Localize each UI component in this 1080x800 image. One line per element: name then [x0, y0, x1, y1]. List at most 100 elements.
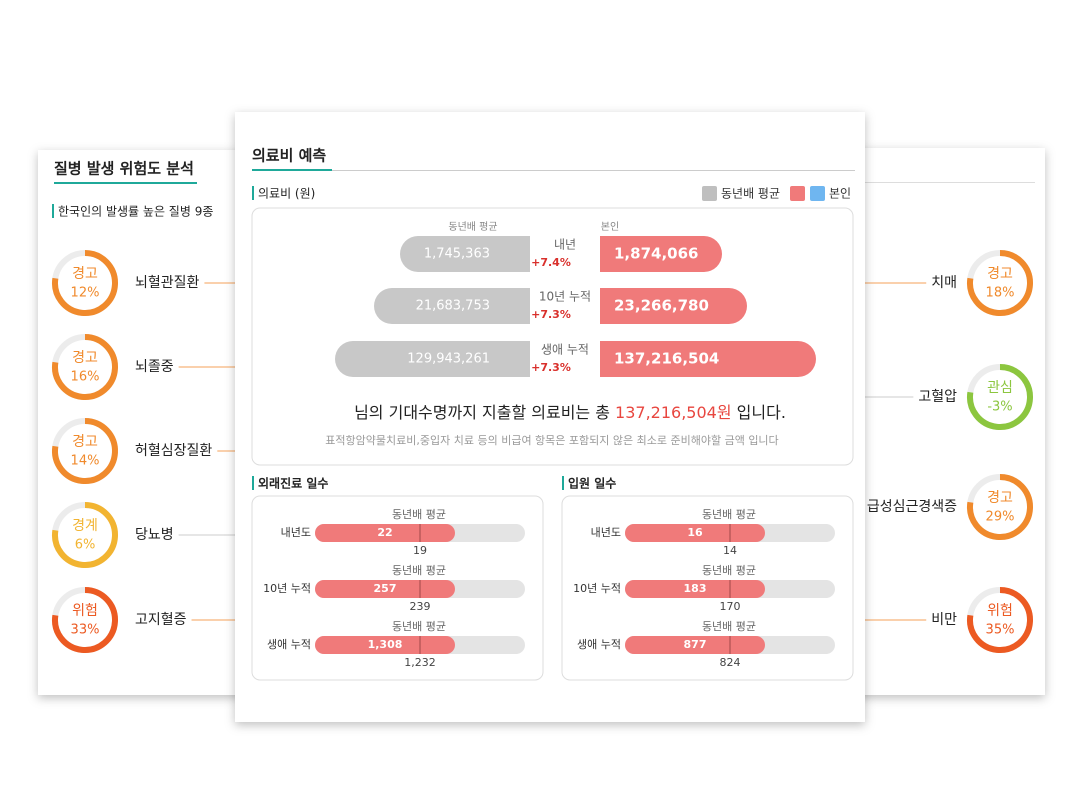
summary-prefix: 님의 기대수명까지 지출할 의료비는 총	[354, 403, 610, 422]
risk-level: 경계	[72, 518, 98, 534]
ring-arc	[52, 250, 118, 316]
risk-level: 경고	[72, 350, 98, 366]
section-marker	[562, 476, 564, 490]
days-average: 1,232	[404, 656, 436, 669]
average-amount: 1,745,363	[424, 247, 490, 262]
note: 표적항암약물치료비,중입자 치료 등의 비급여 항목은 포함되지 않은 최소로 …	[325, 433, 778, 447]
average-label: 동년배 평균	[702, 564, 756, 577]
title-underline	[252, 169, 332, 171]
average-bar	[374, 288, 530, 324]
average-bar	[335, 341, 530, 377]
legend-label: 동년배 평균	[721, 187, 780, 201]
panel-title: 질병 발생 위험도 분석	[54, 160, 194, 178]
cost-box	[251, 207, 854, 466]
days-average: 170	[720, 600, 741, 613]
cost-card: 의료비 예측 의료비 (원) 동년배 평균 본인 동년배 평균 본인 님의 기대…	[235, 112, 865, 722]
mine-amount: 1,874,066	[614, 245, 698, 263]
ring-arc	[52, 418, 118, 484]
risk-level: 경고	[987, 490, 1013, 506]
summary: 님의 기대수명까지 지출할 의료비는 총 137,216,504원 입니다.	[354, 403, 786, 422]
period: 10년 누적	[573, 582, 621, 595]
disease-name: 당뇨병	[135, 527, 174, 543]
period: 내년도	[591, 526, 621, 539]
risk-rate: 6%	[75, 538, 96, 553]
legend-swatch	[790, 186, 805, 201]
summary-suffix: 입니다.	[737, 403, 786, 422]
average-bar	[400, 236, 530, 272]
average-amount: 21,683,753	[416, 299, 490, 314]
days-average: 824	[720, 656, 741, 669]
risk-rate: -3%	[987, 400, 1012, 415]
days-mine: 22	[377, 526, 392, 539]
title-rule	[252, 170, 855, 171]
section-marker	[252, 476, 254, 490]
title-underline	[865, 182, 1035, 183]
panel-title: 의료비 예측	[252, 147, 326, 165]
column-header: 본인	[601, 221, 619, 233]
disease-name: 비만	[931, 612, 957, 628]
mine-bar	[600, 288, 747, 324]
period: 10년 누적	[539, 290, 591, 304]
risk-rate: 18%	[986, 286, 1015, 301]
average-label: 동년배 평균	[392, 508, 446, 521]
section-title: 외래진료 일수	[258, 476, 328, 491]
mine-bar	[600, 341, 816, 377]
average-label: 동년배 평균	[702, 508, 756, 521]
section-marker	[252, 186, 254, 200]
average-amount: 129,943,261	[407, 352, 490, 367]
days-average: 14	[723, 544, 737, 557]
ring-arc	[967, 474, 1033, 540]
change: +7.4%	[531, 256, 571, 269]
summary-amount: 137,216,504원	[615, 403, 732, 422]
section-title: 의료비 (원)	[258, 187, 315, 201]
risk-level: 경고	[987, 266, 1013, 282]
mine-amount: 23,266,780	[614, 297, 709, 315]
ring-arc	[52, 334, 118, 400]
legend-swatch	[702, 186, 717, 201]
section-title: 입원 일수	[568, 477, 616, 491]
change: +7.3%	[531, 361, 571, 374]
risk-rate: 35%	[986, 623, 1015, 638]
days-mine: 257	[374, 582, 397, 595]
period: 생애 누적	[267, 638, 311, 651]
disease-name: 고지혈증	[135, 612, 187, 628]
days-mine: 16	[687, 526, 703, 539]
disease-name: 급성심근경색증	[867, 499, 957, 515]
average-label: 동년배 평균	[392, 620, 446, 633]
risk-level: 관심	[987, 380, 1013, 396]
change: +7.3%	[531, 308, 571, 321]
risk-rate: 16%	[71, 370, 100, 385]
mine-bar	[600, 236, 722, 272]
section-title: 한국인의 발생률 높은 질병 9종	[58, 205, 213, 219]
period: 생애 누적	[577, 638, 621, 651]
days-average: 239	[410, 600, 431, 613]
risk-level: 경고	[72, 434, 98, 450]
period: 생애 누적	[541, 343, 589, 357]
disease-name: 허혈심장질환	[135, 443, 212, 459]
ring-arc	[967, 587, 1033, 653]
title-underline	[54, 182, 197, 184]
period: 내년	[554, 238, 576, 252]
ring-arc	[52, 587, 118, 653]
legend-swatch	[810, 186, 825, 201]
days-mine: 1,308	[368, 638, 403, 651]
days-average: 19	[413, 544, 427, 557]
risk-level: 경고	[72, 266, 98, 282]
average-label: 동년배 평균	[702, 620, 756, 633]
days-mine: 183	[684, 582, 707, 595]
risk-level: 위험	[987, 603, 1013, 619]
section-marker	[52, 204, 54, 218]
left-card: 질병 발생 위험도 분석 한국인의 발생률 높은 질병 9종 경고 12% 뇌혈관질…	[38, 150, 268, 695]
ring-arc	[52, 502, 118, 568]
average-label: 동년배 평균	[392, 564, 446, 577]
risk-rate: 29%	[986, 510, 1015, 525]
mine-amount: 137,216,504	[614, 350, 719, 368]
risk-rate: 33%	[71, 623, 100, 638]
disease-name: 치매	[931, 275, 957, 291]
ring-arc	[967, 250, 1033, 316]
risk-rate: 14%	[71, 454, 100, 469]
period: 10년 누적	[263, 582, 311, 595]
